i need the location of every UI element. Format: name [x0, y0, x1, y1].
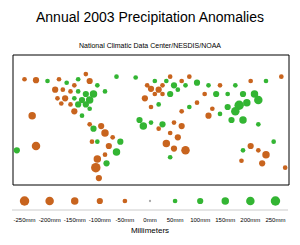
svg-text:-200mm: -200mm — [39, 217, 61, 223]
svg-text:-50mm: -50mm — [116, 217, 135, 223]
svg-text:-150mm: -150mm — [64, 217, 86, 223]
html-text:Millimeters: Millimeters — [130, 226, 170, 235]
svg-text:-100mm: -100mm — [89, 217, 111, 223]
svg-text:150mm: 150mm — [215, 217, 235, 223]
html-text:Annual 2003 Precipitation Anom: Annual 2003 Precipitation Anomalies — [36, 9, 264, 25]
svg-text:100mm: 100mm — [190, 217, 210, 223]
svg-text:-250mm: -250mm — [14, 217, 36, 223]
html-text:National Climatic Data Center/: National Climatic Data Center/NESDIS/NOA… — [79, 42, 221, 49]
svg-text:250mm: 250mm — [265, 217, 285, 223]
svg-text:200mm: 200mm — [240, 217, 260, 223]
svg-text:0mm: 0mm — [143, 217, 156, 223]
svg-text:50mm: 50mm — [167, 217, 184, 223]
